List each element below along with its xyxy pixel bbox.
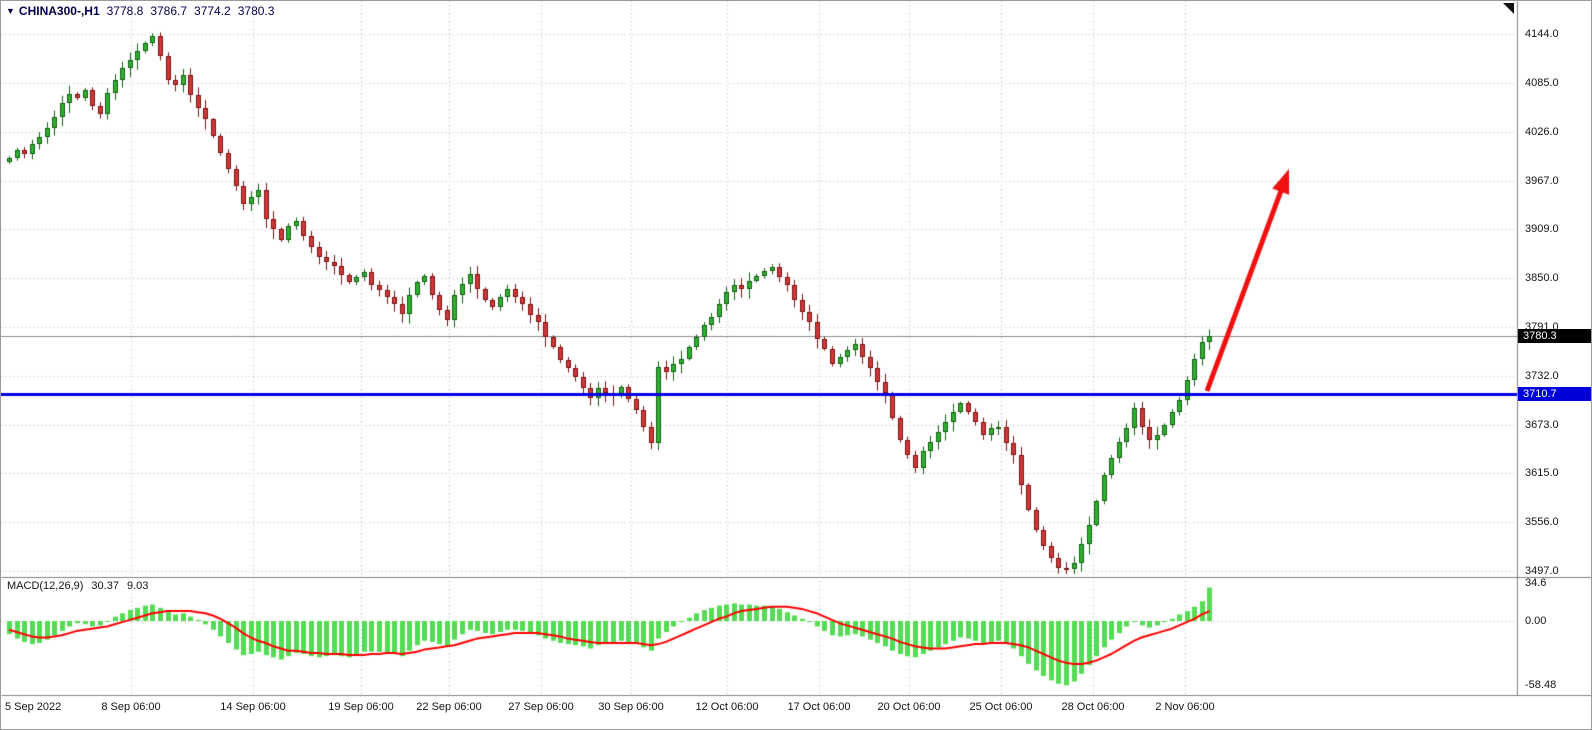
price-axis-label: 3556.0 — [1525, 516, 1559, 529]
time-axis-label: 14 Sep 06:00 — [220, 701, 286, 713]
macd-axis-label: 34.6 — [1525, 576, 1547, 589]
chart-header: ▼ CHINA300-,H1 3778.8 3786.7 3774.2 3780.3 — [6, 4, 274, 18]
symbol-dropdown-icon[interactable]: ▼ — [6, 6, 15, 16]
price-axis-label: 3615.0 — [1525, 467, 1559, 480]
time-axis-label: 20 Oct 06:00 — [877, 701, 941, 713]
time-axis-label: 28 Oct 06:00 — [1061, 701, 1125, 713]
price-axis-label: 3732.0 — [1525, 369, 1559, 382]
price-axis-label: 4026.0 — [1525, 125, 1559, 138]
price-axis-label: 3850.0 — [1525, 272, 1559, 284]
time-axis-label: 2 Nov 06:00 — [1155, 701, 1215, 713]
time-axis-label: 17 Oct 06:00 — [787, 701, 851, 713]
time-axis-label: 5 Sep 2022 — [5, 701, 62, 713]
time-axis-label: 30 Sep 06:00 — [598, 701, 664, 713]
macd-axis-label: -58.48 — [1525, 679, 1557, 692]
time-axis-label: 8 Sep 06:00 — [101, 701, 161, 713]
price-axis-label: 4085.0 — [1525, 76, 1559, 89]
macd-main-value: 30.37 — [91, 580, 119, 592]
hline-price-badge[interactable]: 3710.7 — [1518, 387, 1591, 401]
macd-name: MACD(12,26,9) — [7, 580, 84, 592]
time-axis-label: 12 Oct 06:00 — [695, 701, 759, 713]
price-axis-label: 3909.0 — [1525, 223, 1559, 236]
time-axis-label: 19 Sep 06:00 — [328, 701, 394, 713]
price-axis-label: 3673.0 — [1525, 418, 1559, 431]
macd-indicator-label: MACD(12,26,9) 30.37 9.03 — [7, 580, 148, 592]
price-axis-label: 3967.0 — [1525, 174, 1559, 187]
macd-axis-label: 0.00 — [1525, 615, 1547, 627]
ohlc-low: 3774.2 — [194, 4, 231, 18]
ohlc-high: 3786.7 — [150, 4, 188, 18]
time-axis-label: 27 Sep 06:00 — [508, 701, 574, 713]
ohlc-close: 3780.3 — [237, 4, 275, 18]
price-axis-label: 3497.0 — [1525, 565, 1559, 577]
autoscroll-marker-icon — [1503, 3, 1514, 14]
time-axis-label: 22 Sep 06:00 — [416, 701, 482, 713]
time-axis-label: 25 Oct 06:00 — [969, 701, 1033, 713]
macd-signal-value: 9.03 — [126, 580, 149, 592]
last-price-badge: 3780.3 — [1518, 329, 1591, 343]
symbol-label: CHINA300-,H1 — [18, 4, 100, 18]
price-axis-label: 4144.0 — [1525, 28, 1559, 40]
ohlc-open: 3778.8 — [106, 4, 144, 18]
